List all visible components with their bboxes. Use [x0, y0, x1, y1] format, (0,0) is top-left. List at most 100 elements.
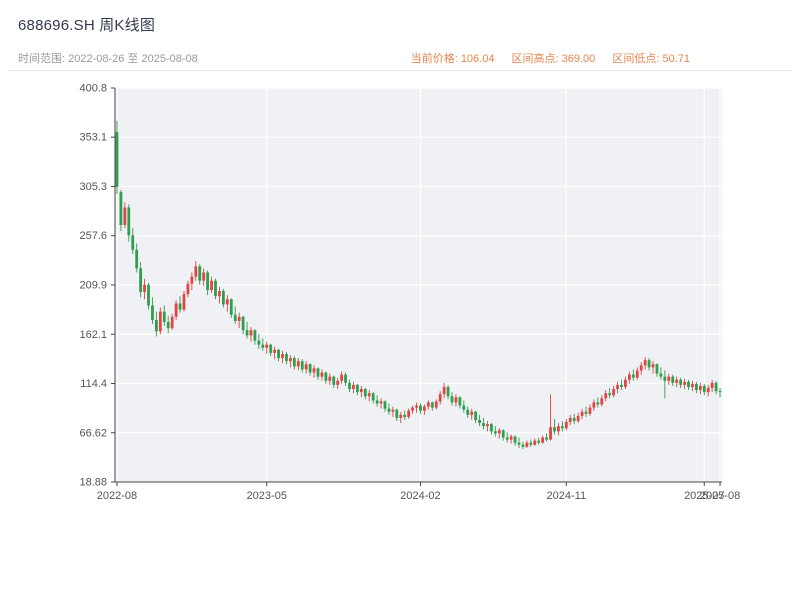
candle-body [706, 387, 710, 393]
page-title: 688696.SH 周K线图 [18, 17, 156, 34]
candle-body [568, 417, 572, 423]
candle-body [257, 340, 261, 345]
candle-body [635, 370, 639, 378]
time-range-label: 时间范围: 2022-08-26 至 2025-08-08 [18, 53, 198, 65]
candle-body [486, 424, 489, 427]
x-tick-label: 2025-08 [700, 490, 740, 502]
candle-body [549, 427, 552, 440]
y-tick-label: 162.1 [79, 329, 107, 341]
candle-body [513, 436, 517, 443]
candle-body [643, 360, 647, 366]
candle-body [584, 411, 588, 414]
candle-body [419, 405, 422, 411]
candle-body [296, 361, 300, 367]
candle-body [639, 365, 643, 371]
candle-body [285, 353, 288, 362]
x-tick-label: 2022-08 [97, 490, 137, 502]
candle-body [679, 379, 683, 385]
candle-body [533, 440, 537, 445]
candle-body [627, 374, 631, 380]
candle-body [119, 191, 123, 226]
candle-body [663, 376, 667, 381]
candle-body [423, 406, 426, 411]
x-tick-label: 2024-02 [400, 490, 440, 502]
candle-body [691, 383, 694, 387]
candle-body [375, 400, 379, 404]
candle-body [651, 364, 655, 368]
candle-body [367, 393, 371, 397]
candles [115, 120, 722, 450]
candle-body [214, 280, 217, 297]
candle-body [659, 373, 663, 377]
candle-body [371, 393, 375, 401]
candle-body [174, 303, 178, 317]
candle-body [415, 405, 418, 408]
candle-body [210, 280, 213, 290]
candle-body [316, 368, 320, 377]
candle-body [600, 398, 604, 405]
candle-body [143, 284, 146, 293]
y-tick-label: 305.3 [79, 181, 107, 193]
candle-body [580, 411, 584, 416]
header-divider [8, 70, 792, 71]
candle-body [218, 291, 221, 297]
candle-body [505, 437, 509, 440]
candle-body [470, 411, 474, 415]
candle-body [281, 353, 284, 359]
candle-body [683, 381, 686, 385]
candle-body [612, 389, 616, 396]
candle-body [718, 391, 722, 393]
candle-body [178, 303, 182, 310]
candle-body [154, 319, 158, 332]
candle-body [694, 383, 698, 391]
candle-body [383, 401, 387, 409]
candle-body [328, 376, 332, 381]
candle-body [158, 311, 162, 332]
candle-body [277, 349, 280, 359]
candle-body [324, 372, 328, 381]
candle-body [576, 415, 580, 422]
candle-body [336, 380, 340, 385]
candle-body [446, 386, 450, 397]
candle-body [261, 344, 265, 348]
candle-body [162, 311, 166, 322]
candle-body [399, 414, 403, 418]
candle-body [537, 440, 541, 443]
candle-body [127, 207, 131, 236]
candle-body [344, 374, 347, 383]
y-tick-label: 18.88 [79, 477, 107, 489]
candle-body [395, 409, 399, 418]
candle-body [206, 272, 210, 290]
candle-body [403, 414, 407, 417]
candle-body [624, 379, 627, 387]
y-tick-label: 257.6 [79, 230, 107, 242]
candle-body [557, 426, 560, 432]
candle-body [714, 382, 718, 392]
y-tick-label: 400.8 [79, 83, 107, 95]
candle-body [379, 401, 383, 404]
candle-body [411, 407, 414, 411]
candle-body [482, 423, 485, 427]
y-tick-label: 66.62 [79, 427, 107, 439]
candle-body [225, 299, 229, 305]
price-info: 当前价格: 106.04 区间高点: 369.00 区间低点: 50.71 [411, 50, 690, 66]
candle-body [186, 283, 190, 295]
candle-body [592, 402, 596, 408]
candle-body [194, 266, 198, 277]
candle-body [710, 382, 714, 388]
candle-body [233, 314, 237, 321]
candle-body [450, 396, 454, 403]
candle-body [596, 402, 600, 405]
candle-body [387, 408, 391, 412]
candle-body [170, 316, 174, 329]
candle-body [698, 385, 702, 391]
candle-body [265, 344, 269, 348]
candle-body [426, 402, 430, 407]
candle-body [588, 407, 592, 414]
candle-body [454, 397, 458, 403]
candle-body [541, 437, 545, 443]
candle-body [237, 316, 241, 321]
candle-body [529, 442, 533, 445]
candle-body [517, 442, 521, 445]
range-high-label: 区间高点: 369.00 [511, 53, 596, 65]
